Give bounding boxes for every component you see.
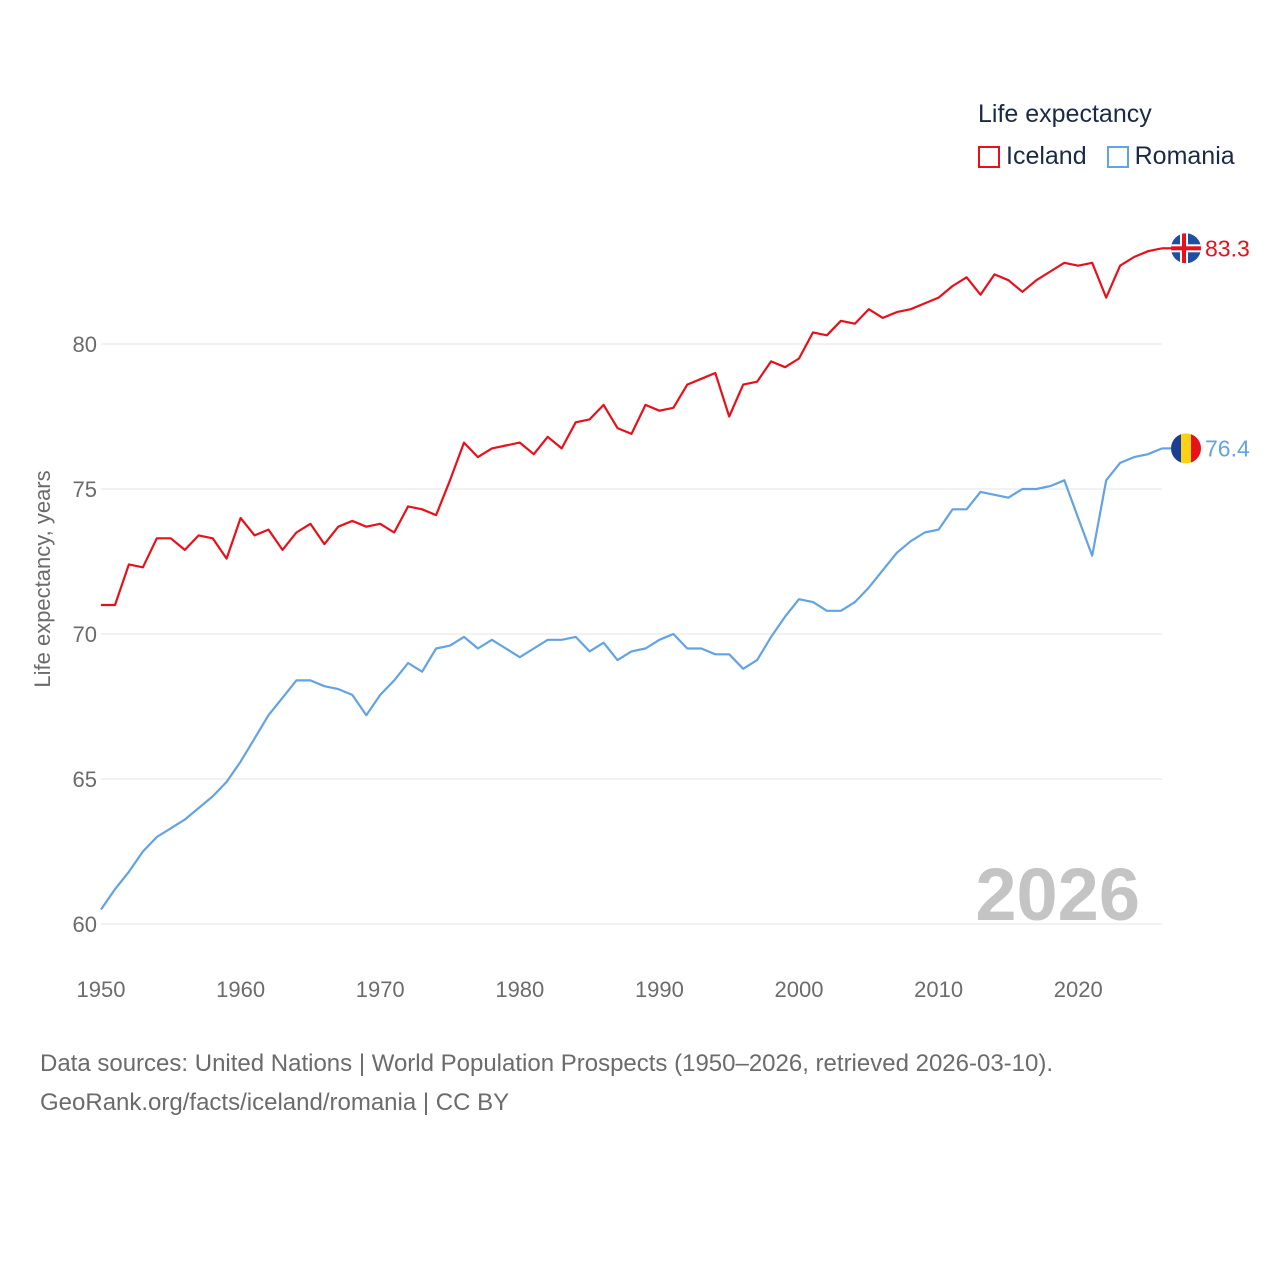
footer-line-2: GeoRank.org/facts/iceland/romania | CC B… [40, 1089, 510, 1116]
romania-end-value: 76.4 [1205, 435, 1250, 461]
x-tick-label: 1990 [635, 977, 684, 1002]
legend-swatch-romania [1106, 145, 1129, 168]
iceland-end-value: 83.3 [1205, 235, 1250, 261]
y-tick-label: 80 [73, 332, 97, 357]
legend-item-iceland[interactable]: Iceland [978, 142, 1087, 171]
series-line-romania [100, 447, 1163, 911]
x-tick-label: 1950 [77, 977, 126, 1002]
y-tick-label: 65 [73, 767, 97, 792]
iceland-flag-icon [1171, 233, 1201, 264]
y-tick-label: 60 [73, 912, 97, 937]
x-tick-label: 1970 [356, 977, 405, 1002]
footer-line-1: Data sources: United Nations | World Pop… [40, 1050, 1054, 1077]
series-lines [100, 247, 1171, 911]
x-tick-label: 2020 [1054, 977, 1103, 1002]
series-line-iceland [101, 247, 1163, 607]
legend-label-romania: Romania [1134, 142, 1235, 170]
x-tick-label: 2000 [775, 977, 824, 1002]
legend-title: Life expectancy [978, 100, 1152, 128]
y-tick-label: 70 [73, 622, 97, 647]
x-tick-label: 1980 [495, 977, 544, 1002]
legend: Iceland Romania [978, 142, 1255, 171]
gridlines [101, 343, 1162, 925]
y-axis-ticks: 60 65 70 75 80 [73, 332, 97, 937]
legend-item-romania[interactable]: Romania [1106, 142, 1235, 171]
footer-sources: Data sources: United Nations | World Pop… [40, 1044, 1053, 1122]
romania-flag-icon [1171, 433, 1201, 464]
year-watermark: 2026 [975, 853, 1140, 936]
x-tick-label: 2010 [914, 977, 963, 1002]
x-axis-ticks: 1950 1960 1970 1980 1990 2000 2010 2020 [77, 977, 1103, 1002]
y-axis-label: Life expectancy, years [30, 470, 55, 687]
x-tick-label: 1960 [216, 977, 265, 1002]
legend-swatch-iceland [978, 145, 1000, 168]
y-tick-label: 75 [73, 477, 97, 502]
legend-label-iceland: Iceland [1006, 142, 1087, 170]
